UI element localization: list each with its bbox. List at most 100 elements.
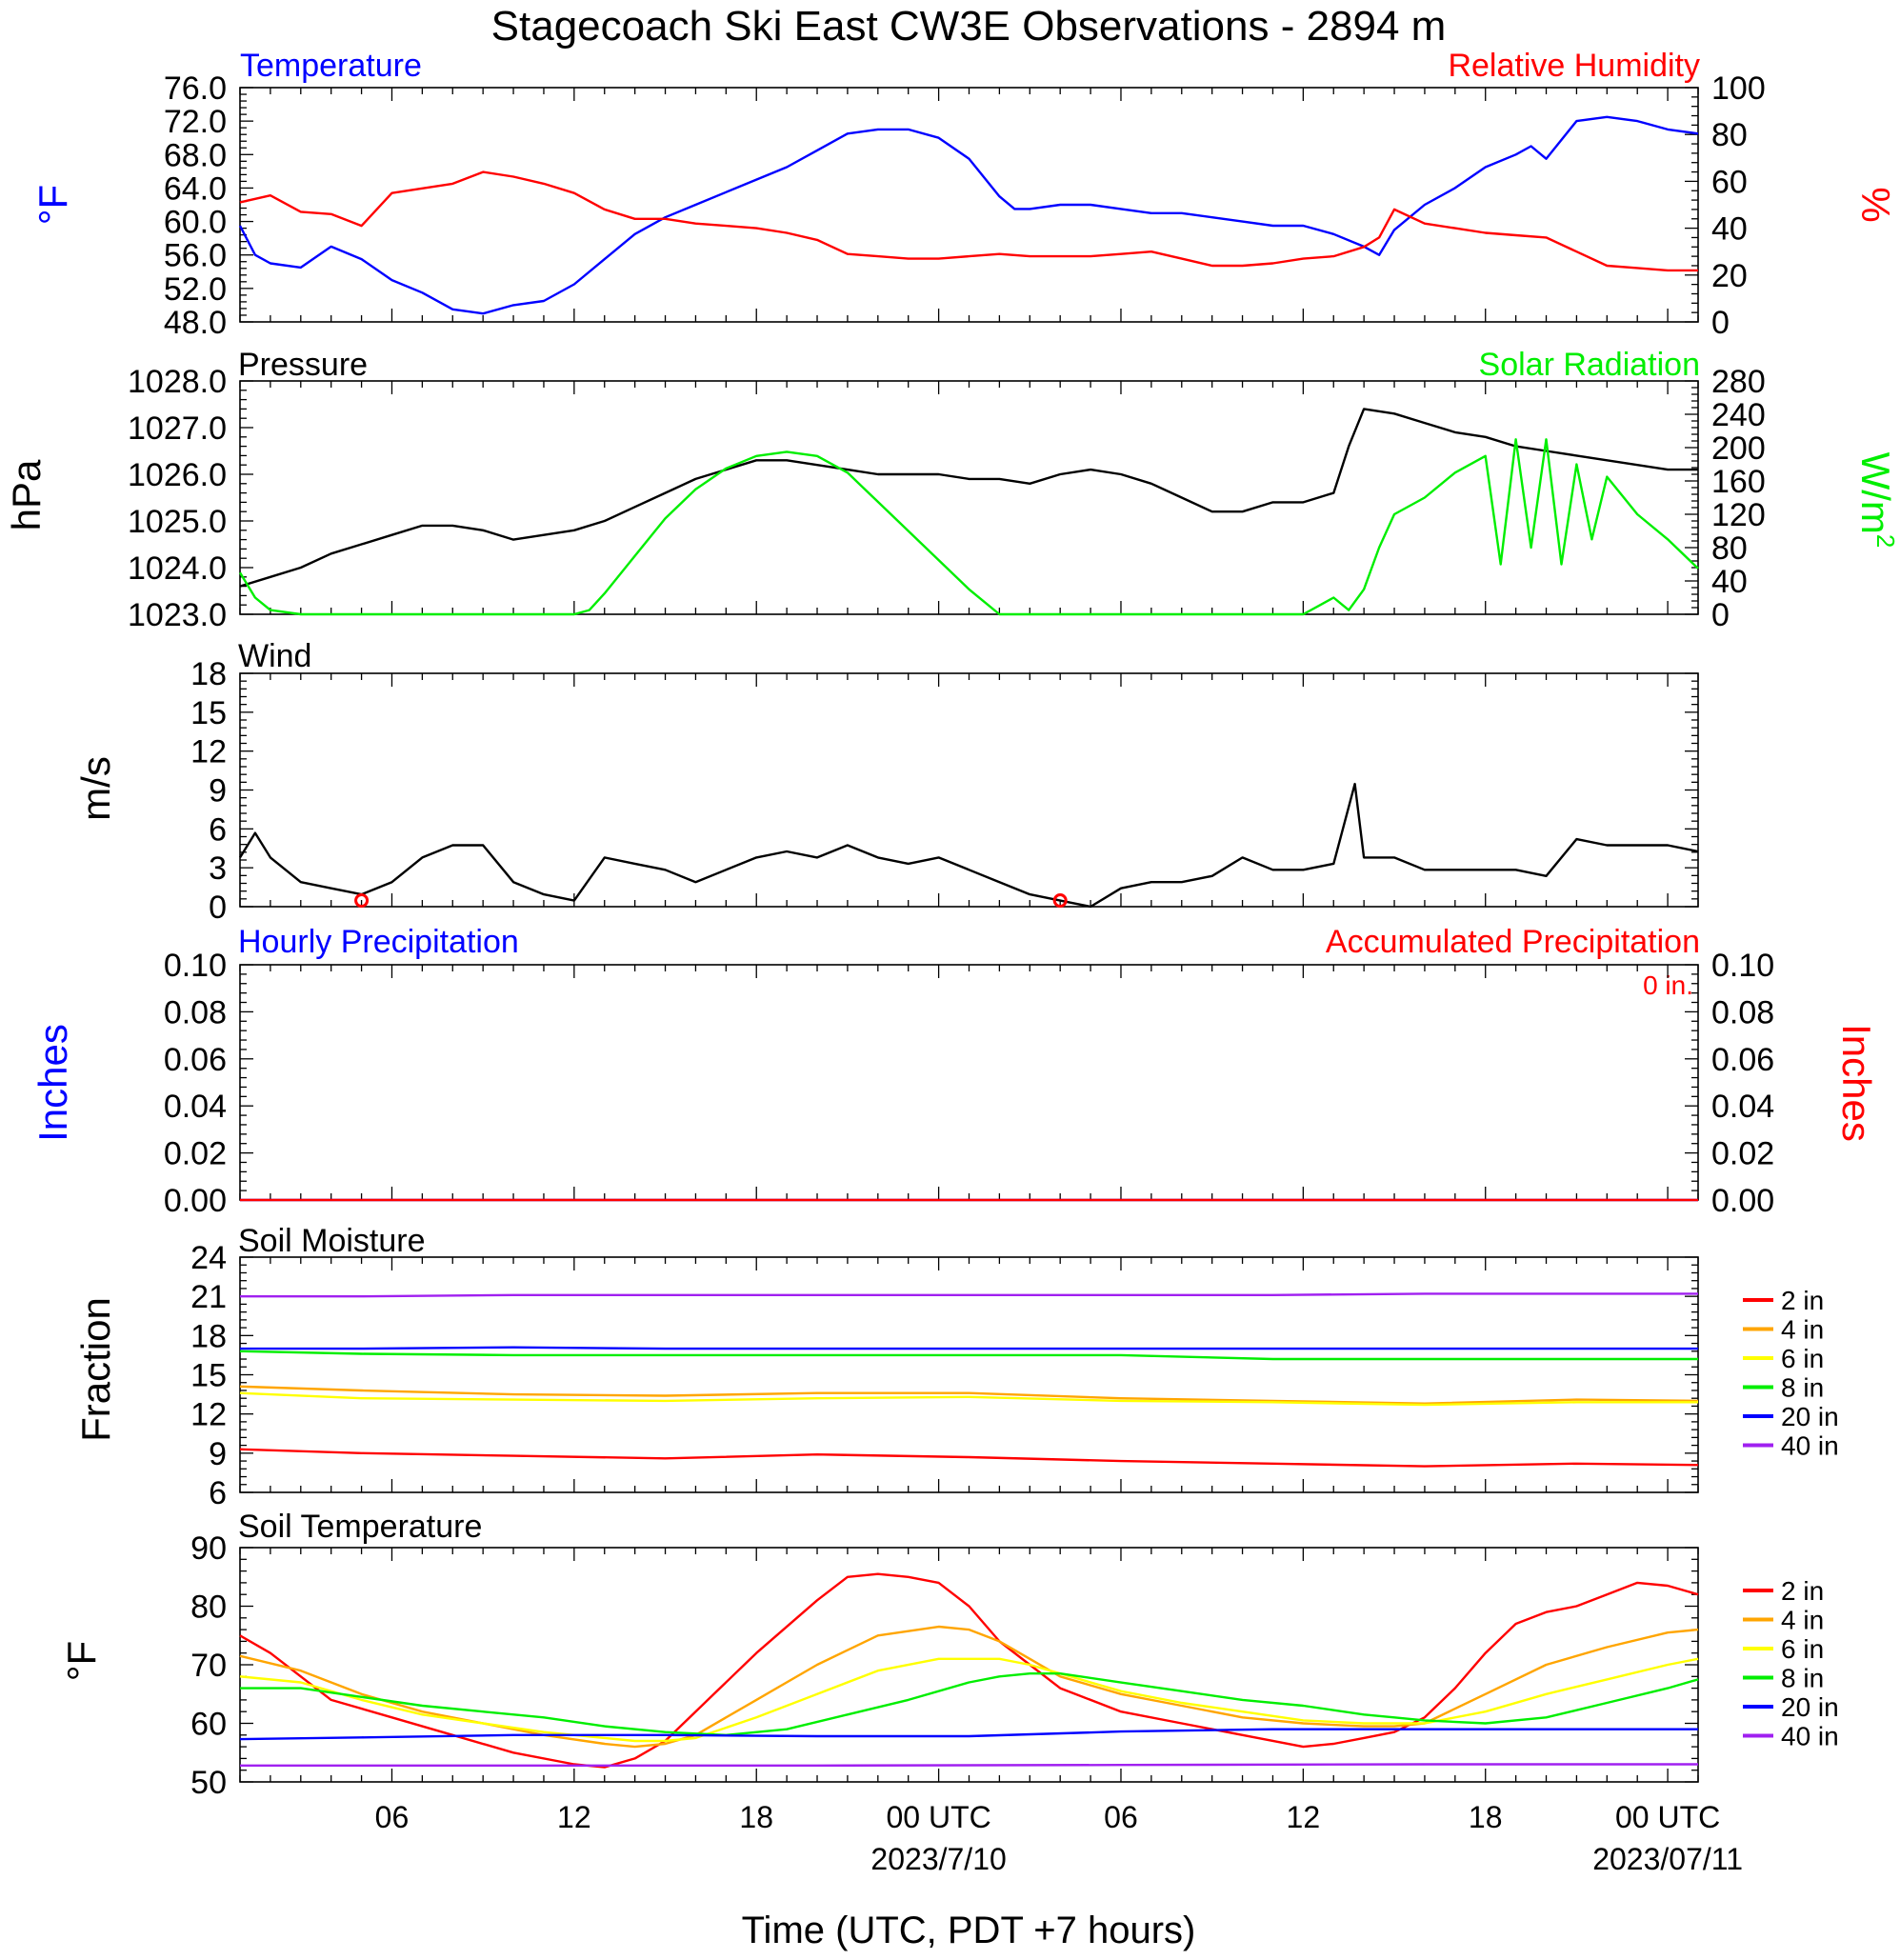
series-line-solar-radiation <box>238 438 1699 616</box>
plot-frame <box>239 380 1699 615</box>
solar-axis-label: W/m2 <box>1853 452 1900 549</box>
y-right-tick-label: 0.06 <box>1711 1042 1774 1078</box>
y-left-tick-label: 18 <box>190 1318 227 1354</box>
temperature-title: Temperature <box>240 48 422 84</box>
series-line-4-in <box>239 1385 1699 1405</box>
y-left-tick-label: 18 <box>190 656 227 692</box>
y-left-tick-label: 1027.0 <box>128 410 227 447</box>
solar-unit-text: W/m <box>1853 452 1898 534</box>
series-line-40-in <box>240 1763 1698 1768</box>
y-left-tick-label: 0.00 <box>164 1183 227 1219</box>
legend-label: 8 in <box>1781 1373 1824 1403</box>
y-left-tick-label: 56.0 <box>164 238 227 274</box>
plot-frame <box>239 964 1699 1201</box>
y-left-tick-label: 1026.0 <box>128 457 227 493</box>
legend-label: 8 in <box>1781 1664 1824 1693</box>
legend-label: 20 in <box>1781 1692 1839 1722</box>
y-left-tick-label: 15 <box>190 1358 227 1394</box>
series-line-4-in <box>239 1625 1699 1749</box>
legend-label: 2 in <box>1781 1576 1824 1606</box>
y-right-tick-label: 0.04 <box>1711 1089 1774 1125</box>
y-right-tick-label: 280 <box>1711 364 1766 400</box>
y-right-tick-label: 240 <box>1711 397 1766 433</box>
y-right-tick-label: 100 <box>1711 70 1766 107</box>
pressure-solar-plot: 1023.0 1024.0 1025.0 1026.0 1027.0 1028.0 0408… <box>128 364 1766 633</box>
legend-label: 4 in <box>1781 1606 1824 1635</box>
y-left-tick-label: 1024.0 <box>128 550 227 587</box>
series-line-8-in <box>239 1350 1698 1361</box>
y-left-tick-label: 70 <box>190 1648 227 1684</box>
panel-pressure-solar: Pressure Solar Radiation hPa W/m2 1023.0… <box>4 347 1900 633</box>
y-right-tick-label: 80 <box>1711 117 1748 153</box>
wind-axis-label: m/s <box>73 756 118 821</box>
y-left-tick-label: 0.02 <box>164 1136 227 1172</box>
y-left-tick-label: 6 <box>209 1475 227 1511</box>
y-left-tick-label: 15 <box>190 695 227 731</box>
y-right-tick-label: 80 <box>1711 530 1748 567</box>
x-date-label: 2023/07/11 <box>1592 1842 1743 1876</box>
legend-label: 6 in <box>1781 1344 1824 1373</box>
soil-temperature-title: Soil Temperature <box>238 1509 482 1545</box>
y-right-tick-label: 20 <box>1711 258 1748 294</box>
y-left-tick-label: 60 <box>190 1707 227 1743</box>
hourly-precip-axis-label: Inches <box>30 1024 75 1142</box>
y-left-tick-label: 3 <box>209 850 227 887</box>
hourly-precip-title: Hourly Precipitation <box>238 924 519 960</box>
y-left-tick-label: 68.0 <box>164 137 227 173</box>
y-left-tick-label: 0.06 <box>164 1042 227 1078</box>
series-line-6-in <box>239 1657 1699 1743</box>
legend-label: 4 in <box>1781 1315 1824 1345</box>
series-line-8-in <box>240 1671 1699 1737</box>
y-left-tick-label: 6 <box>209 811 227 848</box>
x-tick-label: 12 <box>1287 1800 1321 1834</box>
accum-precip-axis-label: Inches <box>1834 1024 1879 1142</box>
y-left-tick-label: 1028.0 <box>128 364 227 400</box>
y-left-tick-label: 52.0 <box>164 271 227 308</box>
y-left-tick-label: 76.0 <box>164 70 227 107</box>
y-right-tick-label: 0 <box>1711 305 1730 341</box>
calm-wind-marker <box>1052 893 1068 909</box>
y-left-tick-label: 90 <box>190 1530 227 1567</box>
precipitation-plot: 0.00 0.02 0.04 0.06 0.08 0.10 0.00 0.02 0.04 0.06… <box>164 948 1774 1219</box>
y-right-tick-label: 0.10 <box>1711 948 1774 984</box>
soil-moisture-axis-label: Fraction <box>73 1297 118 1442</box>
y-right-tick-label: 0.08 <box>1711 994 1774 1030</box>
x-tick-label: 06 <box>375 1800 410 1834</box>
y-right-tick-label: 160 <box>1711 464 1766 500</box>
figure-title: Stagecoach Ski East CW3E Observations - … <box>491 3 1447 50</box>
panel-soil-temperature: Soil Temperature °F 50 60 70 80 90 2 in4 in6 … <box>59 1509 1839 1876</box>
x-tick-label: 00 UTC <box>1615 1800 1720 1834</box>
y-left-tick-label: 9 <box>209 1436 227 1472</box>
svg-text:W/m2: W/m2 <box>1853 452 1900 549</box>
legend-label: 6 in <box>1781 1634 1824 1664</box>
series-line-20-in <box>239 1728 1698 1741</box>
y-left-tick-label: 50 <box>190 1765 227 1801</box>
y-left-tick-label: 24 <box>190 1240 227 1276</box>
pressure-axis-label: hPa <box>4 459 49 530</box>
y-left-tick-label: 48.0 <box>164 305 227 341</box>
y-right-tick-label: 60 <box>1711 164 1748 200</box>
panel-temperature-humidity: Temperature Relative Humidity °F % 48.05… <box>30 48 1898 341</box>
y-left-tick-label: 0.04 <box>164 1089 227 1125</box>
x-tick-label: 00 UTC <box>886 1800 990 1834</box>
y-right-tick-label: 0 <box>1711 597 1730 633</box>
series-line-6-in <box>239 1391 1698 1407</box>
x-tick-label: 18 <box>739 1800 773 1834</box>
y-left-tick-label: 0 <box>209 890 227 926</box>
y-left-tick-label: 12 <box>190 734 227 770</box>
humidity-title: Relative Humidity <box>1448 48 1700 84</box>
y-left-tick-label: 0.08 <box>164 994 227 1030</box>
y-right-tick-label: 0.00 <box>1711 1183 1774 1219</box>
soil-moisture-title: Soil Moisture <box>238 1223 426 1259</box>
temperature-humidity-plot: 48.052.056.060.064.068.072.076.0 0 20 40 60 8… <box>164 70 1766 341</box>
legend-label: 2 in <box>1781 1286 1824 1315</box>
series-line-relative-humidity <box>239 170 1698 272</box>
series-line-40-in <box>240 1292 1698 1298</box>
accum-precip-title: Accumulated Precipitation <box>1326 924 1700 960</box>
y-right-tick-label: 40 <box>1711 211 1748 248</box>
